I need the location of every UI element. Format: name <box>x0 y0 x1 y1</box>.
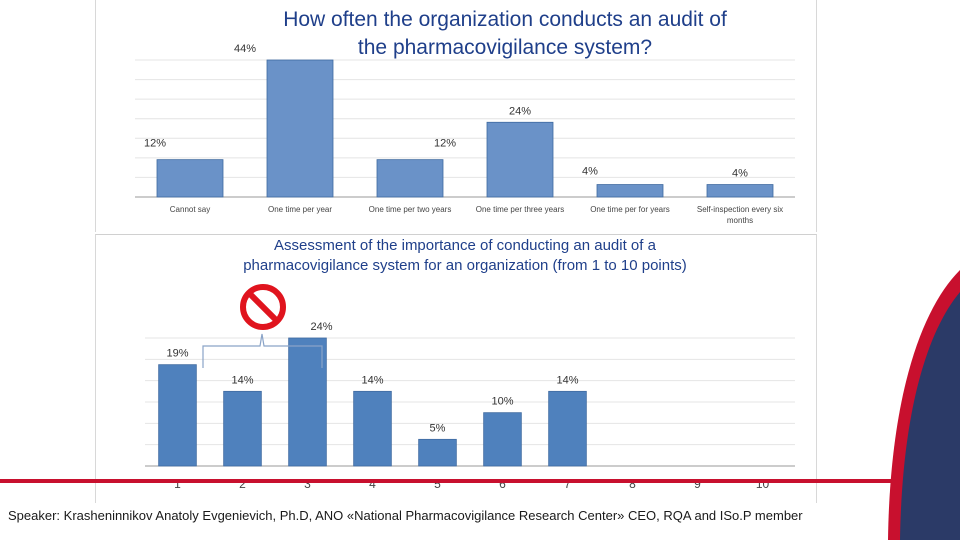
footer-speaker-text: Speaker: Krasheninnikov Anatoly Evgeniev… <box>8 508 803 523</box>
category-label-8: 8 <box>629 477 636 491</box>
bar-6 <box>483 412 522 467</box>
bar-4 <box>486 121 554 198</box>
category-label-2: One time per year <box>268 205 332 214</box>
category-label-6: 6 <box>499 477 506 491</box>
value-label-6: 10% <box>491 396 513 408</box>
bar-1 <box>158 364 197 467</box>
bar-2 <box>266 59 334 198</box>
value-label-1: 19% <box>166 348 188 360</box>
category-label-9: 9 <box>694 477 701 491</box>
bar-3 <box>376 159 444 198</box>
bottom-chart-title: Assessment of the importance of conducti… <box>243 237 687 274</box>
category-label-4: 4 <box>369 477 376 491</box>
bar-2 <box>223 390 262 467</box>
category-label-5: 5 <box>434 477 441 491</box>
bracket-annotation <box>202 333 323 368</box>
value-label-3: 24% <box>310 321 332 333</box>
category-label-5: One time per for years <box>590 205 670 214</box>
bar-5 <box>418 438 457 467</box>
category-label-3: 3 <box>304 477 311 491</box>
bar-6 <box>706 184 774 198</box>
category-label-2: 2 <box>239 477 246 491</box>
category-label-6: Self-inspection every six months <box>697 205 783 225</box>
category-label-3: One time per two years <box>369 205 452 214</box>
no-sign-icon <box>240 284 286 330</box>
category-label-7: 7 <box>564 477 571 491</box>
category-label-4: One time per three years <box>476 205 564 214</box>
bar-7 <box>548 390 587 467</box>
value-label-4: 14% <box>361 374 383 386</box>
bar-3 <box>288 337 327 467</box>
value-label-1: 12% <box>144 138 166 150</box>
value-label-4: 24% <box>509 105 531 117</box>
category-label-1: Cannot say <box>170 205 210 214</box>
category-label-1: 1 <box>174 477 181 491</box>
value-label-7: 14% <box>556 374 578 386</box>
value-label-2: 44% <box>234 43 256 55</box>
value-label-5: 4% <box>582 166 598 178</box>
top-chart-title: How often the organization conducts an a… <box>283 8 727 59</box>
footer-accent-line <box>0 479 960 483</box>
bar-4 <box>353 390 392 467</box>
corner-decoration <box>888 270 960 540</box>
value-label-6: 4% <box>732 168 748 180</box>
value-label-3: 12% <box>434 138 456 150</box>
bar-1 <box>156 159 224 198</box>
bar-5 <box>596 184 664 198</box>
value-label-2: 14% <box>231 374 253 386</box>
value-label-5: 5% <box>430 422 446 434</box>
